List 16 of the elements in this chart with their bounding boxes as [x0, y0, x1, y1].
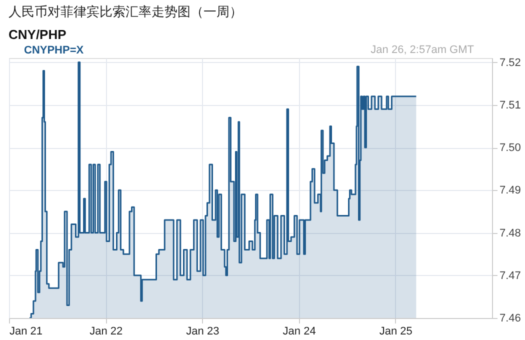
y-tick-label: 7.49 — [500, 184, 521, 197]
y-tick-label: 7.52 — [500, 56, 521, 69]
chart-subtitle: CNY/PHP — [8, 27, 67, 42]
y-tick-label: 7.48 — [500, 227, 521, 240]
y-tick-label: 7.50 — [500, 142, 521, 154]
series-label: CNYPHP=X — [24, 44, 84, 56]
y-tick-label: 7.51 — [500, 99, 521, 112]
y-tick-label: 7.46 — [500, 312, 521, 324]
y-tick-label: 7.47 — [500, 270, 521, 282]
text: Jan 26, 2:57am GMT — [370, 44, 474, 56]
x-tick-label: Jan 23 — [186, 326, 220, 338]
x-tick-label: Jan 25 — [379, 326, 412, 338]
x-tick-label: Jan 21 — [10, 326, 43, 338]
chart-title: 人民币对菲律宾比索汇率走势图（一周） — [8, 4, 242, 19]
x-tick-label: Jan 24 — [282, 326, 316, 338]
x-tick-label: Jan 22 — [90, 326, 123, 338]
